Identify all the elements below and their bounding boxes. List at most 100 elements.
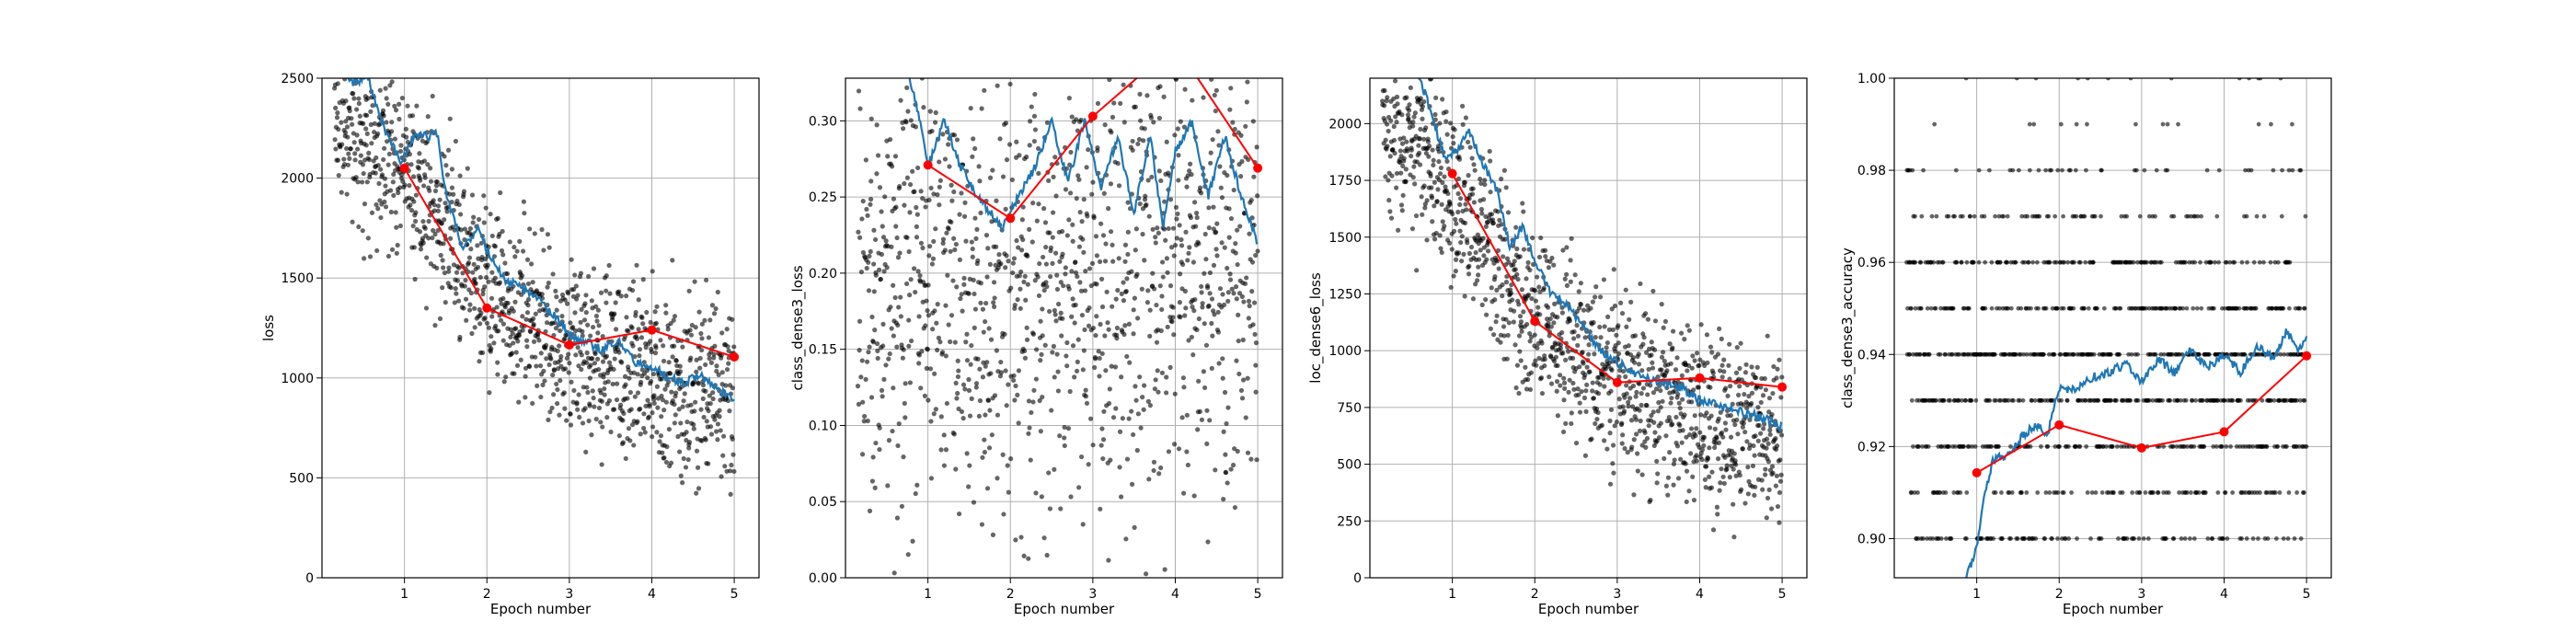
scatter-point [1248, 456, 1254, 462]
scatter-point [708, 360, 714, 365]
scatter-point [2071, 351, 2076, 357]
scatter-point [566, 351, 571, 357]
scatter-point [1668, 361, 1673, 366]
scatter-point [1631, 492, 1637, 498]
scatter-point [2245, 259, 2249, 265]
scatter-point [1420, 116, 1425, 121]
scatter-point [435, 203, 442, 209]
scatter-point [731, 344, 737, 350]
scatter-point [681, 455, 686, 462]
scatter-point [1042, 342, 1048, 348]
scatter-point [1059, 228, 1065, 235]
scatter-point [395, 242, 400, 248]
scatter-point [1025, 253, 1030, 259]
scatter-point [901, 347, 906, 352]
scatter-point [954, 137, 960, 143]
scatter-point [1614, 332, 1619, 338]
scatter-point [931, 191, 937, 197]
scatter-point [562, 297, 568, 303]
scatter-point [1033, 376, 1039, 382]
scatter-point [1775, 443, 1780, 449]
scatter-point [2065, 443, 2071, 449]
scatter-point [1506, 320, 1512, 326]
scatter-point [982, 437, 987, 443]
scatter-point [1024, 337, 1030, 342]
scatter-point [1496, 266, 1501, 271]
scatter-point [1720, 434, 1726, 440]
scatter-point [519, 273, 525, 279]
scatter-point [1558, 373, 1563, 378]
scatter-point [688, 332, 695, 338]
scatter-point [1030, 331, 1037, 337]
scatter-point [2196, 351, 2202, 357]
scatter-point [1094, 314, 1099, 319]
scatter-point [952, 339, 958, 345]
scatter-point [1465, 240, 1470, 246]
scatter-point [1097, 355, 1102, 362]
scatter-point [1631, 437, 1637, 443]
scatter-point [1683, 461, 1688, 466]
scatter-point [1225, 290, 1231, 295]
scatter-point [1156, 389, 1161, 395]
scatter-point [716, 372, 721, 377]
scatter-point [2065, 259, 2071, 265]
scatter-point [935, 302, 940, 307]
scatter-point [650, 410, 655, 416]
scatter-point [711, 355, 717, 361]
scatter-point [397, 101, 402, 107]
scatter-point [1483, 224, 1489, 229]
scatter-point [1018, 305, 1023, 311]
scatter-point [1170, 315, 1176, 320]
scatter-point [1766, 396, 1773, 401]
scatter-point [387, 83, 393, 88]
scatter-point [1426, 154, 1432, 159]
scatter-point [1398, 202, 1405, 208]
scatter-point [883, 362, 889, 368]
scatter-point [1690, 474, 1696, 479]
y-tick-label: 2500 [281, 72, 314, 86]
scatter-point [978, 281, 983, 286]
scatter-point [1129, 269, 1134, 274]
scatter-point [903, 415, 908, 420]
scatter-point [1006, 489, 1011, 495]
scatter-point [496, 328, 501, 334]
scatter-point [984, 486, 991, 491]
scatter-point [1745, 464, 1751, 470]
scatter-point [463, 296, 469, 302]
scatter-point [901, 126, 906, 132]
scatter-point [1619, 441, 1625, 446]
scatter-point [1159, 370, 1166, 375]
scatter-point [694, 448, 700, 454]
scatter-point [1232, 504, 1238, 511]
scatter-point [1018, 535, 1024, 540]
scatter-point [1122, 259, 1128, 264]
scatter-point [1438, 165, 1444, 171]
scatter-point [606, 397, 613, 404]
scatter-point [978, 300, 983, 305]
scatter-point [637, 353, 642, 359]
scatter-point [1397, 148, 1403, 154]
scatter-point [1026, 431, 1031, 436]
scatter-point [1538, 235, 1544, 241]
scatter-point [2168, 397, 2173, 403]
scatter-point [508, 327, 513, 332]
scatter-point [1385, 95, 1390, 100]
scatter-point [2099, 167, 2104, 173]
scatter-point [378, 214, 384, 221]
scatter-point [1182, 86, 1188, 92]
scatter-point [1090, 325, 1097, 331]
scatter-point [631, 370, 637, 375]
scatter-point [1674, 443, 1681, 449]
scatter-point [726, 361, 731, 366]
scatter-point [1774, 375, 1779, 381]
scatter-point [347, 155, 352, 162]
scatter-point [1611, 470, 1616, 476]
scatter-point [972, 215, 978, 221]
scatter-point [1227, 277, 1234, 282]
scatter-point [1219, 195, 1225, 201]
scatter-point [2113, 305, 2119, 311]
scatter-point [650, 434, 655, 440]
scatter-point [1719, 374, 1725, 380]
scatter-point [2085, 490, 2090, 495]
scatter-point [1140, 231, 1145, 237]
